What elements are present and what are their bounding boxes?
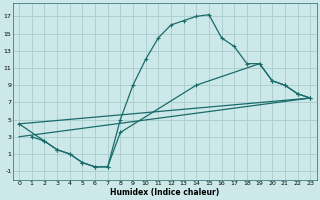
X-axis label: Humidex (Indice chaleur): Humidex (Indice chaleur) [110,188,219,197]
